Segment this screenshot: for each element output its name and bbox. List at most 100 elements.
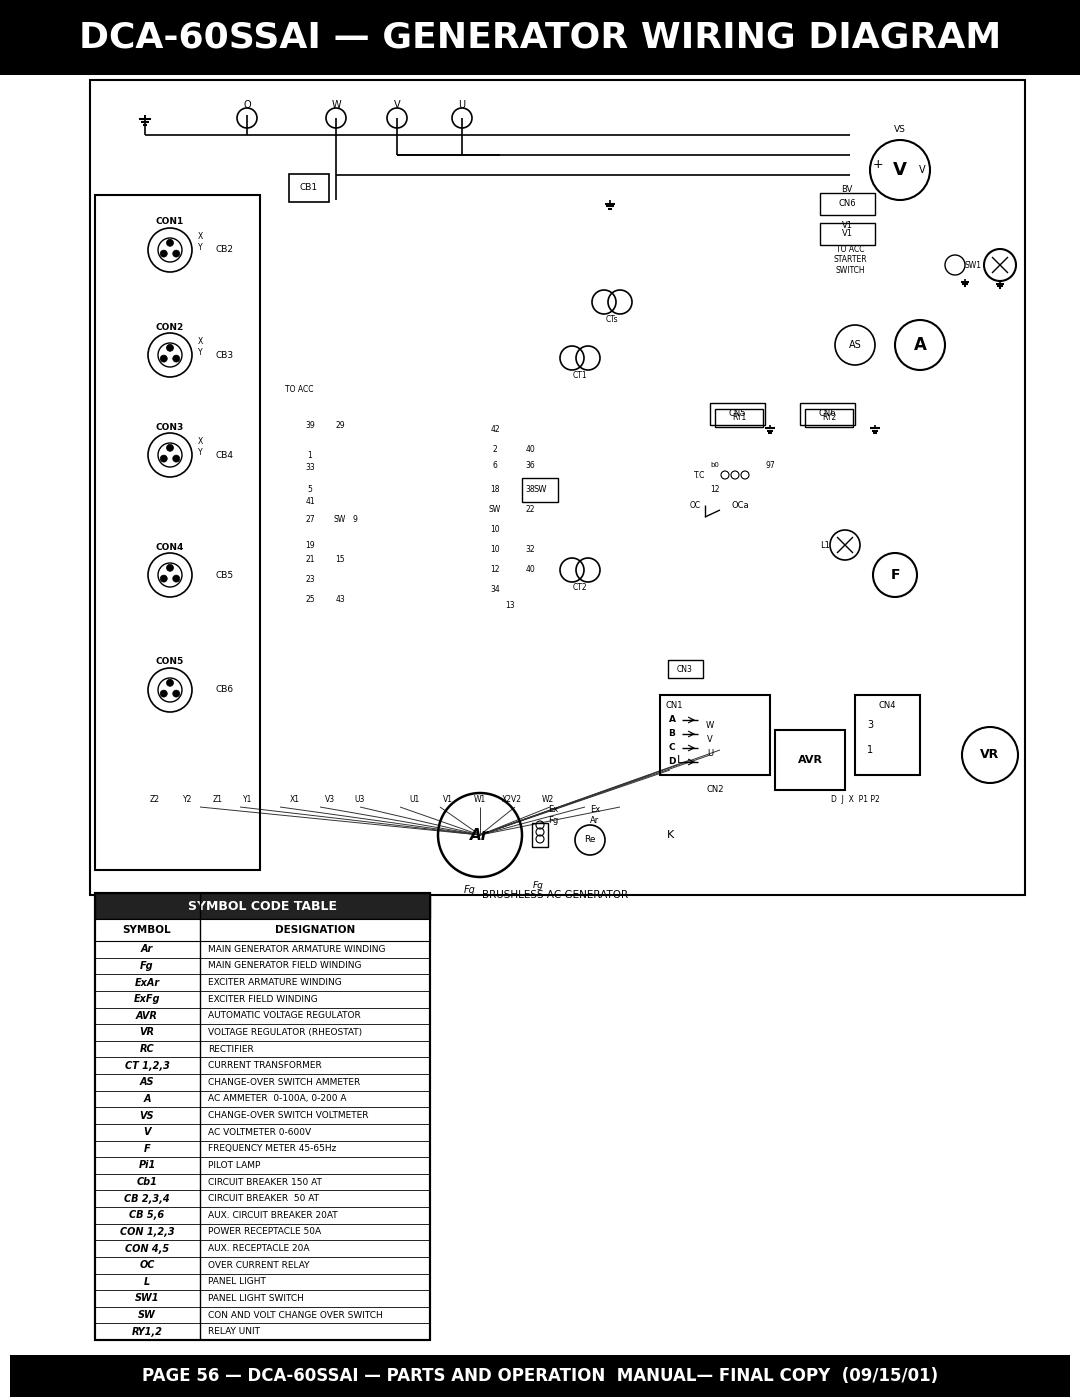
- Text: X
Y: X Y: [198, 232, 203, 251]
- Text: 27: 27: [306, 515, 314, 524]
- Text: BRUSHLESS AC GENERATOR: BRUSHLESS AC GENERATOR: [482, 890, 629, 900]
- Bar: [532, 823, 548, 847]
- Text: Fg: Fg: [464, 886, 476, 895]
- Text: W2: W2: [542, 795, 554, 805]
- Text: 3: 3: [867, 719, 873, 731]
- Circle shape: [166, 239, 174, 246]
- Text: K: K: [666, 830, 674, 840]
- Text: OC: OC: [139, 1260, 154, 1270]
- Text: 42: 42: [490, 426, 500, 434]
- Text: DESIGNATION: DESIGNATION: [275, 925, 355, 935]
- Text: 1: 1: [867, 745, 873, 754]
- Text: MAIN GENERATOR ARMATURE WINDING: MAIN GENERATOR ARMATURE WINDING: [208, 944, 386, 954]
- Text: Fg: Fg: [532, 880, 543, 890]
- Circle shape: [173, 576, 179, 583]
- Text: CN3: CN3: [677, 665, 693, 673]
- Text: +: +: [873, 158, 883, 170]
- Text: CIRCUIT BREAKER  50 AT: CIRCUIT BREAKER 50 AT: [208, 1194, 319, 1203]
- Text: CON AND VOLT CHANGE OVER SWITCH: CON AND VOLT CHANGE OVER SWITCH: [208, 1310, 382, 1320]
- Text: VS: VS: [139, 1111, 154, 1120]
- Text: 12: 12: [490, 566, 500, 574]
- Text: CB6: CB6: [216, 686, 234, 694]
- Text: RY1,2: RY1,2: [132, 1327, 162, 1337]
- Text: EXCITER FIELD WINDING: EXCITER FIELD WINDING: [208, 995, 318, 1003]
- Text: CURRENT TRANSFORMER: CURRENT TRANSFORMER: [208, 1062, 322, 1070]
- Text: 15: 15: [335, 556, 345, 564]
- Text: CN6: CN6: [819, 409, 836, 419]
- Text: A: A: [144, 1094, 151, 1104]
- Text: AUTOMATIC VOLTAGE REGULATOR: AUTOMATIC VOLTAGE REGULATOR: [208, 1011, 361, 1020]
- Text: Y1: Y1: [243, 795, 253, 805]
- Text: 13: 13: [505, 601, 515, 609]
- Text: 23: 23: [306, 576, 314, 584]
- Text: 1: 1: [308, 450, 312, 460]
- Bar: [715, 409, 762, 427]
- Text: U: U: [458, 101, 465, 110]
- Text: L: L: [677, 754, 684, 766]
- Text: TO ACC
STARTER
SWITCH: TO ACC STARTER SWITCH: [833, 244, 867, 275]
- Text: 21: 21: [306, 556, 314, 564]
- Text: CON1: CON1: [156, 218, 184, 226]
- Text: U: U: [707, 749, 713, 757]
- Text: PANEL LIGHT: PANEL LIGHT: [208, 1277, 266, 1287]
- Text: CON 1,2,3: CON 1,2,3: [120, 1227, 174, 1236]
- Text: 2: 2: [492, 446, 498, 454]
- Bar: [820, 193, 875, 215]
- Text: U1: U1: [410, 795, 420, 805]
- Text: 19: 19: [306, 541, 314, 549]
- Text: 9: 9: [352, 515, 357, 524]
- Text: PILOT LAMP: PILOT LAMP: [208, 1161, 260, 1169]
- Text: V1: V1: [841, 229, 852, 239]
- Bar: [95, 196, 260, 870]
- Circle shape: [160, 455, 167, 462]
- Text: 22: 22: [525, 506, 535, 514]
- Text: CN5: CN5: [728, 409, 746, 419]
- Text: Cb1: Cb1: [136, 1178, 158, 1187]
- Bar: [95, 893, 430, 919]
- Text: PAGE 56 — DCA-60SSAI — PARTS AND OPERATION  MANUAL— FINAL COPY  (09/15/01): PAGE 56 — DCA-60SSAI — PARTS AND OPERATI…: [141, 1368, 939, 1384]
- Text: 32: 32: [525, 545, 535, 555]
- Text: CTs: CTs: [606, 316, 619, 324]
- Text: X
Y: X Y: [198, 437, 203, 457]
- Text: V: V: [144, 1127, 151, 1137]
- Text: 33: 33: [306, 464, 315, 472]
- Text: U3: U3: [355, 795, 365, 805]
- Circle shape: [173, 250, 179, 257]
- Circle shape: [173, 690, 179, 697]
- Text: SW: SW: [138, 1310, 156, 1320]
- Text: CN1: CN1: [665, 700, 683, 710]
- Text: RY2: RY2: [822, 412, 836, 422]
- Text: Q: Q: [243, 101, 251, 110]
- Text: A: A: [669, 715, 675, 725]
- Text: CN6: CN6: [838, 200, 855, 208]
- Text: 10: 10: [490, 525, 500, 535]
- Bar: [95, 919, 430, 942]
- Text: MAIN GENERATOR FIELD WINDING: MAIN GENERATOR FIELD WINDING: [208, 961, 362, 971]
- Text: D: D: [669, 757, 676, 767]
- Text: 41: 41: [306, 497, 314, 507]
- Text: Ar: Ar: [471, 827, 489, 842]
- Text: D  J  X  P1 P2: D J X P1 P2: [831, 795, 879, 805]
- Text: CB 5,6: CB 5,6: [130, 1210, 164, 1221]
- Text: BV: BV: [841, 186, 853, 194]
- Text: CN4: CN4: [879, 700, 896, 710]
- Circle shape: [160, 355, 167, 362]
- Text: CIRCUIT BREAKER 150 AT: CIRCUIT BREAKER 150 AT: [208, 1178, 322, 1186]
- Bar: [805, 409, 853, 427]
- Text: AVR: AVR: [136, 1011, 158, 1021]
- Text: SW1: SW1: [135, 1294, 159, 1303]
- Text: AS: AS: [139, 1077, 154, 1087]
- Circle shape: [160, 250, 167, 257]
- Text: Ex
Ar: Ex Ar: [590, 805, 600, 824]
- Text: CON2: CON2: [156, 323, 184, 331]
- Bar: [710, 402, 765, 425]
- Bar: [0, 0, 1080, 75]
- Bar: [289, 175, 329, 203]
- Text: V: V: [919, 165, 926, 175]
- Text: W1: W1: [474, 795, 486, 805]
- Text: Fg: Fg: [140, 961, 153, 971]
- Text: CB3: CB3: [216, 351, 234, 359]
- Text: CT1: CT1: [572, 372, 588, 380]
- Text: 6: 6: [492, 461, 498, 469]
- Circle shape: [173, 455, 179, 462]
